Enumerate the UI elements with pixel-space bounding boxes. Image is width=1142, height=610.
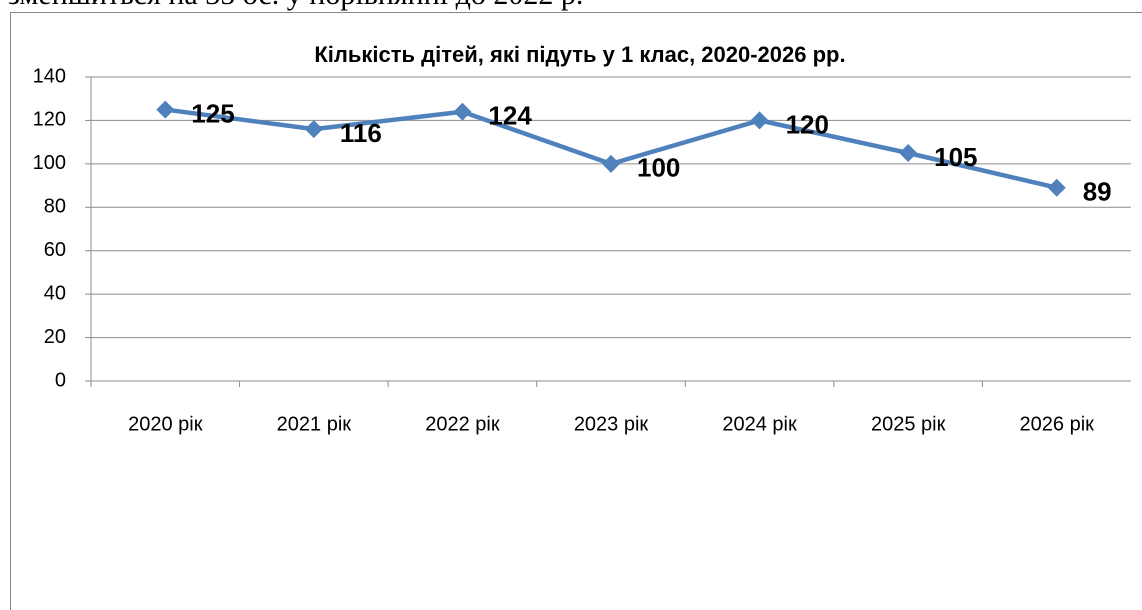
marker (156, 100, 175, 119)
x-tick-label: 2024 рік (722, 413, 797, 435)
y-tick-label: 140 (33, 65, 66, 87)
marker (453, 102, 472, 121)
data-label: 100 (637, 153, 680, 183)
y-tick-label: 80 (44, 196, 66, 218)
marker (602, 154, 620, 173)
x-tick-label: 2026 рік (1020, 413, 1095, 435)
y-tick-label: 60 (44, 239, 66, 261)
x-tick-label: 2025 рік (871, 413, 946, 435)
marker (750, 111, 769, 130)
marker (899, 144, 918, 162)
chart-title: Кількість дітей, які підуть у 1 клас, 20… (314, 42, 845, 67)
y-tick-label: 20 (44, 326, 66, 348)
data-label: 89 (1083, 177, 1112, 207)
x-tick-label: 2023 рік (574, 413, 649, 435)
x-tick-label: 2021 рік (277, 413, 352, 435)
marker (1047, 178, 1066, 197)
data-label: 116 (340, 118, 382, 148)
data-label: 120 (786, 109, 829, 139)
x-tick-label: 2020 рік (128, 413, 203, 435)
y-tick-label: 100 (33, 152, 66, 174)
data-label: 124 (488, 101, 532, 131)
y-tick-label: 120 (33, 109, 66, 131)
marker (304, 120, 323, 139)
chart-frame (10, 12, 1142, 610)
data-label: 125 (191, 98, 234, 128)
y-tick-label: 0 (55, 369, 66, 391)
y-tick-label: 40 (44, 282, 66, 304)
data-label: 105 (934, 142, 977, 172)
document-text: зменшиться на 35 ос. у порівнянні до 202… (8, 0, 583, 12)
x-tick-label: 2022 рік (425, 413, 500, 435)
